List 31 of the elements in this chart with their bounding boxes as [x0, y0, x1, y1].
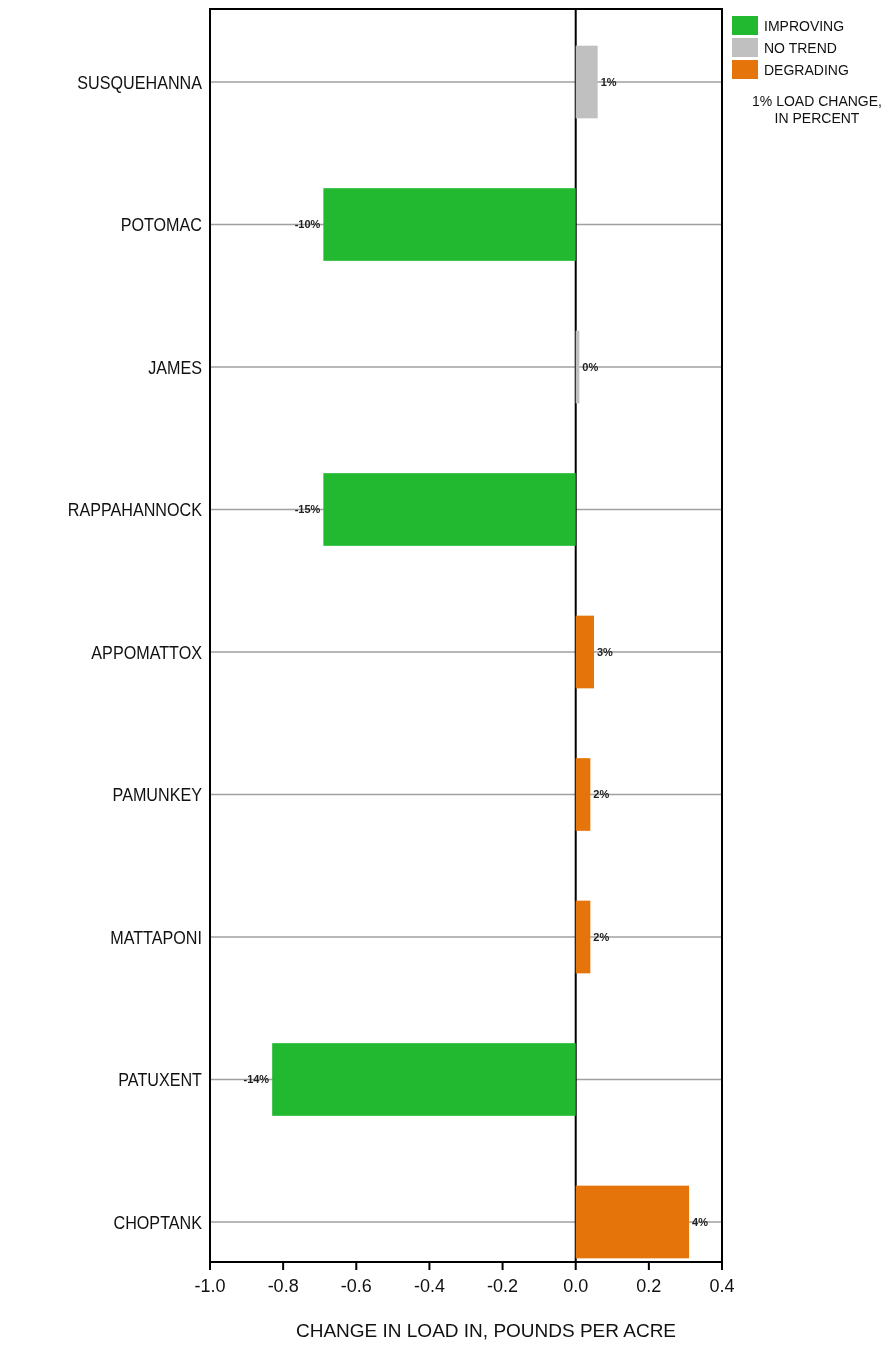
y-tick-label: APPOMATTOX	[91, 641, 203, 663]
x-tick-label: 0.0	[563, 1276, 589, 1296]
y-tick-label: SUSQUEHANNA	[77, 71, 203, 93]
annotation: -10%	[294, 218, 321, 231]
x-tick-label: 0.4	[709, 1276, 735, 1296]
text: 1% LOAD CHANGE, IN PERCENT	[752, 93, 882, 126]
x-tick-label: 0.2	[636, 1276, 662, 1296]
annotation: -15%	[294, 503, 321, 516]
y-tick-label: MATTAPONI	[110, 926, 202, 948]
x-tick-label: -0.6	[340, 1276, 372, 1296]
x-tick-label: -0.8	[267, 1276, 299, 1296]
annotation: 1%	[600, 75, 617, 88]
y-tick-label: CHOPTANK	[113, 1211, 203, 1233]
y-tick-label: POTOMAC	[120, 213, 203, 236]
annotation: 0%	[582, 360, 599, 373]
annotation: 3%	[597, 645, 614, 658]
y-tick-label: RAPPAHANNOCK	[67, 498, 203, 521]
y-tick-label: PATUXENT	[118, 1068, 203, 1091]
legend-label: DEGRADING	[764, 61, 849, 78]
x-tick-label: -1.0	[194, 1276, 226, 1296]
legend-label: NO TREND	[764, 39, 837, 56]
legend-label: IMPROVING	[764, 17, 845, 34]
x-tick-label: -0.4	[413, 1276, 445, 1296]
annotation: 4%	[692, 1215, 709, 1228]
y-tick-label: PAMUNKEY	[112, 783, 203, 806]
annotation: 2%	[593, 930, 610, 943]
x-axis-title: CHANGE IN LOAD IN, POUNDS PER ACRE	[295, 1320, 677, 1341]
y-tick-label: JAMES	[148, 356, 202, 378]
annotation: -14%	[243, 1073, 270, 1086]
annotation: 2%	[593, 788, 610, 801]
x-tick-label: -0.2	[487, 1276, 519, 1296]
